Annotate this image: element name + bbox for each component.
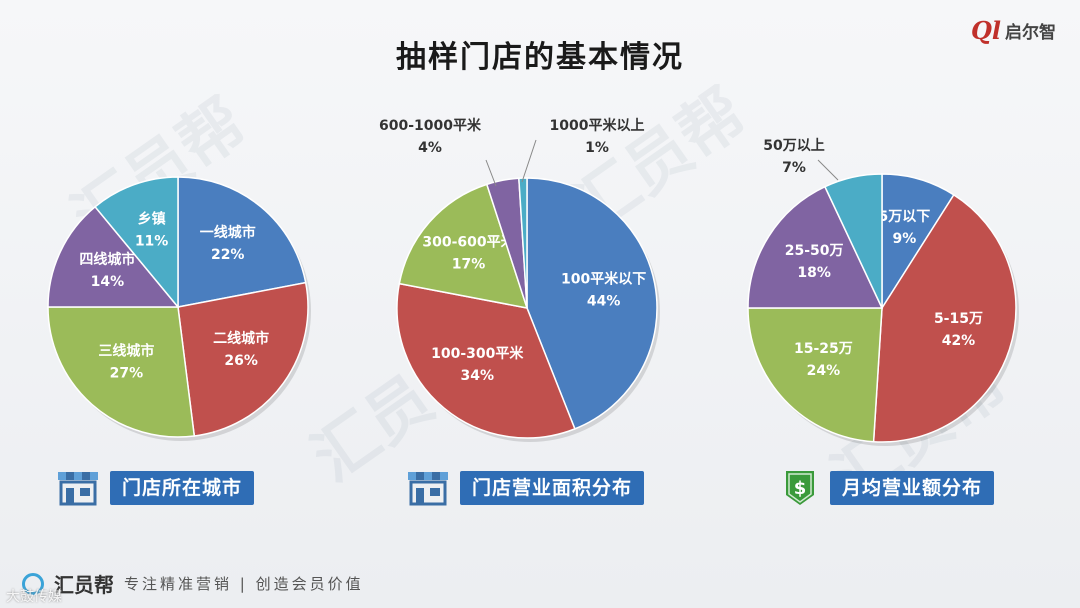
slice-label: 5万以下 [879, 209, 931, 225]
slice-label: 四线城市 [79, 251, 135, 268]
caption-box: 门店所在城市 [110, 471, 255, 505]
store-icon [58, 472, 98, 506]
slice-value: 44% [587, 293, 621, 309]
slice-label: 100-300平米 [431, 345, 524, 362]
pie-slice-3-4 [747, 185, 884, 309]
pie-slice-1-1 [177, 176, 307, 308]
footer: 汇员帮 专注精准营销 | 创造会员价值 [22, 569, 364, 598]
pie-slice-3-5 [823, 173, 883, 309]
page-title: 抽样门店的基本情况 [396, 40, 684, 75]
pie-slice-2-2 [396, 282, 576, 439]
leader-line [485, 159, 497, 187]
store-icon [408, 472, 448, 506]
pie-slice-1-4 [47, 205, 180, 308]
slice-label: 100平米以下 [561, 270, 646, 287]
pie-slice-1-3 [47, 306, 196, 438]
slice-value: 18% [797, 265, 831, 281]
pie-slice-3-2 [872, 193, 1017, 443]
brand-circle-icon [22, 572, 44, 595]
slice-label: 一线城市 [200, 224, 256, 241]
svg-text:$: $ [794, 478, 807, 499]
slice-value: 42% [942, 333, 976, 349]
slice-value: 14% [91, 274, 125, 290]
slice-value: 9% [893, 231, 917, 247]
pie-slice-1-2 [177, 281, 309, 437]
slice-label: 25-50万 [785, 243, 844, 259]
slice-value: 11% [135, 234, 169, 250]
slice-label: 15-25万 [794, 341, 853, 357]
caption-city: 门店所在城市 [56, 470, 255, 506]
slice-label: 300-600平米 [422, 233, 515, 250]
caption-revenue: $ 月均营业额分布 [780, 470, 995, 506]
logo-text: 启尔智 [1005, 23, 1056, 43]
slice-value: 26% [224, 353, 258, 369]
pie-slice-2-1 [526, 177, 658, 430]
slice-label: 二线城市 [213, 330, 269, 347]
logo-mark: Ql [970, 16, 1001, 45]
slice-value: 24% [807, 363, 841, 379]
caption-area: 门店营业面积分布 [406, 470, 645, 506]
slice-value: 4% [418, 140, 442, 156]
slice-label: 50万以上 [763, 138, 824, 154]
slice-value: 22% [211, 247, 245, 263]
caption-box: 门店营业面积分布 [460, 471, 645, 505]
corner-watermark: 大鼓传媒 [6, 589, 62, 605]
slice-label: 600-1000平米 [379, 117, 482, 134]
slice-label: 1000平米以上 [550, 117, 645, 134]
leader-line [521, 139, 537, 183]
slice-value: 34% [461, 368, 495, 384]
slice-label: 5-15万 [934, 311, 983, 327]
slice-value: 27% [110, 366, 144, 382]
leader-line [817, 159, 839, 181]
brand-logo: Ql 启尔智 [971, 16, 1056, 45]
pie-slice-1-5 [94, 176, 179, 310]
slice-label: 乡镇 [138, 211, 166, 228]
footer-slogan: 专注精准营销 | 创造会员价值 [124, 575, 364, 593]
slice-label: 三线城市 [98, 343, 154, 360]
dollar-shield-icon: $ [786, 471, 814, 505]
footer-brand: 汇员帮 [54, 573, 114, 597]
slice-value: 7% [782, 160, 806, 176]
caption-box: 月均营业额分布 [830, 471, 995, 505]
pie-slice-2-3 [398, 183, 529, 309]
pie-slice-3-3 [747, 307, 883, 443]
slice-value: 1% [585, 140, 609, 156]
slice-value: 17% [452, 256, 486, 272]
